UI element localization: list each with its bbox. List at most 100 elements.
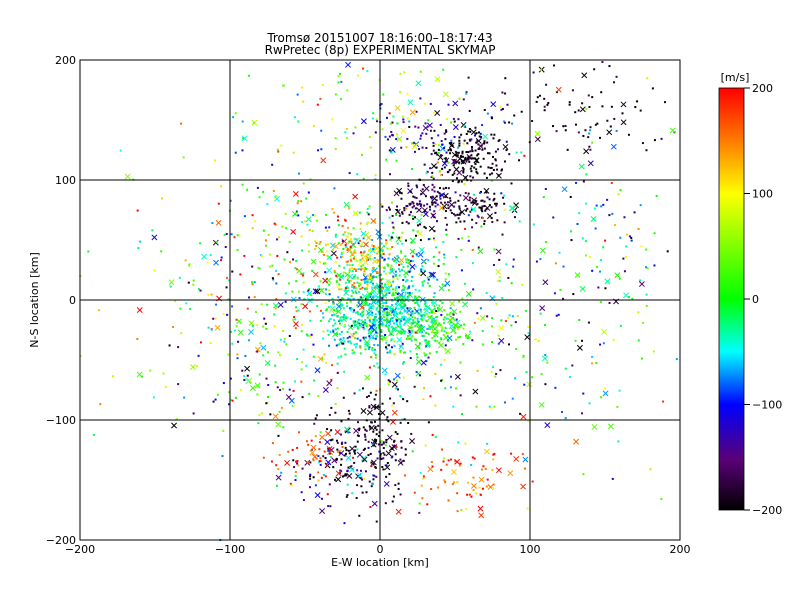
data-point-dot xyxy=(398,263,401,266)
data-point-dot xyxy=(385,116,388,119)
data-point-dot xyxy=(343,522,346,525)
data-point-dot xyxy=(293,316,296,319)
data-point-dot xyxy=(367,250,370,253)
data-point-dot xyxy=(470,463,473,466)
data-point-x-marker xyxy=(381,335,388,342)
data-point-dot xyxy=(372,299,375,302)
data-point-dot xyxy=(374,425,377,428)
data-point-dot xyxy=(481,199,484,202)
data-point-dot xyxy=(402,115,405,118)
data-point-dot xyxy=(265,377,268,380)
data-point-dot xyxy=(396,254,399,257)
data-point-dot xyxy=(353,351,356,354)
data-point-dot xyxy=(416,317,419,320)
data-point-dot xyxy=(243,375,246,378)
data-point-dot xyxy=(416,254,419,257)
data-point-dot xyxy=(502,120,505,123)
data-point-dot xyxy=(327,448,330,451)
data-point-dot xyxy=(388,313,391,316)
data-point-dot xyxy=(275,298,278,301)
data-point-dot xyxy=(589,129,592,132)
data-point-dot xyxy=(490,370,493,373)
data-point-dot xyxy=(382,314,385,317)
data-point-dot xyxy=(359,228,362,231)
data-point-dot xyxy=(300,235,303,238)
data-point-dot xyxy=(458,139,461,142)
data-point-dot xyxy=(220,259,223,262)
data-point-dot xyxy=(340,256,343,259)
data-point-dot xyxy=(472,157,475,160)
data-point-dot xyxy=(400,252,403,255)
data-point-dot xyxy=(621,112,624,115)
data-point-dot xyxy=(229,199,232,202)
data-point-dot xyxy=(339,433,342,436)
data-point-dot xyxy=(282,84,285,87)
data-point-dot xyxy=(480,225,483,228)
data-point-dot xyxy=(396,379,399,382)
data-point-dot xyxy=(372,276,375,279)
data-point-dot xyxy=(336,219,339,222)
data-point-dot xyxy=(463,182,466,185)
data-point-dot xyxy=(401,312,404,315)
data-point-dot xyxy=(460,249,463,252)
data-point-dot xyxy=(359,352,362,355)
data-point-dot xyxy=(382,319,385,322)
data-point-dot xyxy=(362,448,365,451)
data-point-dot xyxy=(430,153,433,156)
data-point-dot xyxy=(463,124,466,127)
data-point-dot xyxy=(435,246,438,249)
data-point-dot xyxy=(445,233,448,236)
data-point-dot xyxy=(276,148,279,151)
data-point-dot xyxy=(356,304,359,307)
data-point-dot xyxy=(213,159,216,162)
data-point-dot xyxy=(347,449,350,452)
data-point-dot xyxy=(417,320,420,323)
data-point-dot xyxy=(597,286,600,289)
data-point-dot xyxy=(334,411,337,414)
data-point-dot xyxy=(328,413,331,416)
y-tick-label: 200 xyxy=(55,54,76,67)
data-point-dot xyxy=(353,282,356,285)
data-point-dot xyxy=(400,319,403,322)
data-point-dot xyxy=(391,221,394,224)
data-point-dot xyxy=(409,211,412,214)
data-point-dot xyxy=(331,248,334,251)
data-point-dot xyxy=(423,308,426,311)
data-point-dot xyxy=(639,109,642,112)
data-point-dot xyxy=(626,233,629,236)
data-point-dot xyxy=(302,348,305,351)
data-point-dot xyxy=(408,285,411,288)
data-point-dot xyxy=(452,405,455,408)
data-point-x-marker xyxy=(438,342,444,349)
data-point-dot xyxy=(262,190,265,193)
data-point-dot xyxy=(392,115,395,118)
data-point-dot xyxy=(494,158,497,161)
data-point-dot xyxy=(353,251,356,254)
data-point-dot xyxy=(241,137,244,140)
data-point-dot xyxy=(325,309,328,312)
data-point-dot xyxy=(374,337,377,340)
data-point-dot xyxy=(406,335,409,338)
data-point-dot xyxy=(432,149,435,152)
data-point-dot xyxy=(523,154,526,157)
data-point-dot xyxy=(369,274,372,277)
data-point-dot xyxy=(228,279,231,282)
data-point-dot xyxy=(343,313,346,316)
data-point-dot xyxy=(382,93,385,96)
data-point-dot xyxy=(368,319,371,322)
data-point-dot xyxy=(399,326,402,329)
data-point-dot xyxy=(480,208,483,211)
data-point-dot xyxy=(378,327,381,330)
data-point-dot xyxy=(354,449,357,452)
data-point-dot xyxy=(331,438,334,441)
data-point-dot xyxy=(363,477,366,480)
data-point-dot xyxy=(430,137,433,140)
data-point-dot xyxy=(260,255,263,258)
data-point-dot xyxy=(480,468,483,471)
y-tick-label: 0 xyxy=(69,294,76,307)
data-point-dot xyxy=(498,138,501,141)
data-point-dot xyxy=(225,232,228,235)
data-point-dot xyxy=(346,316,349,319)
data-point-dot xyxy=(303,298,306,301)
data-point-x-marker xyxy=(473,157,480,164)
